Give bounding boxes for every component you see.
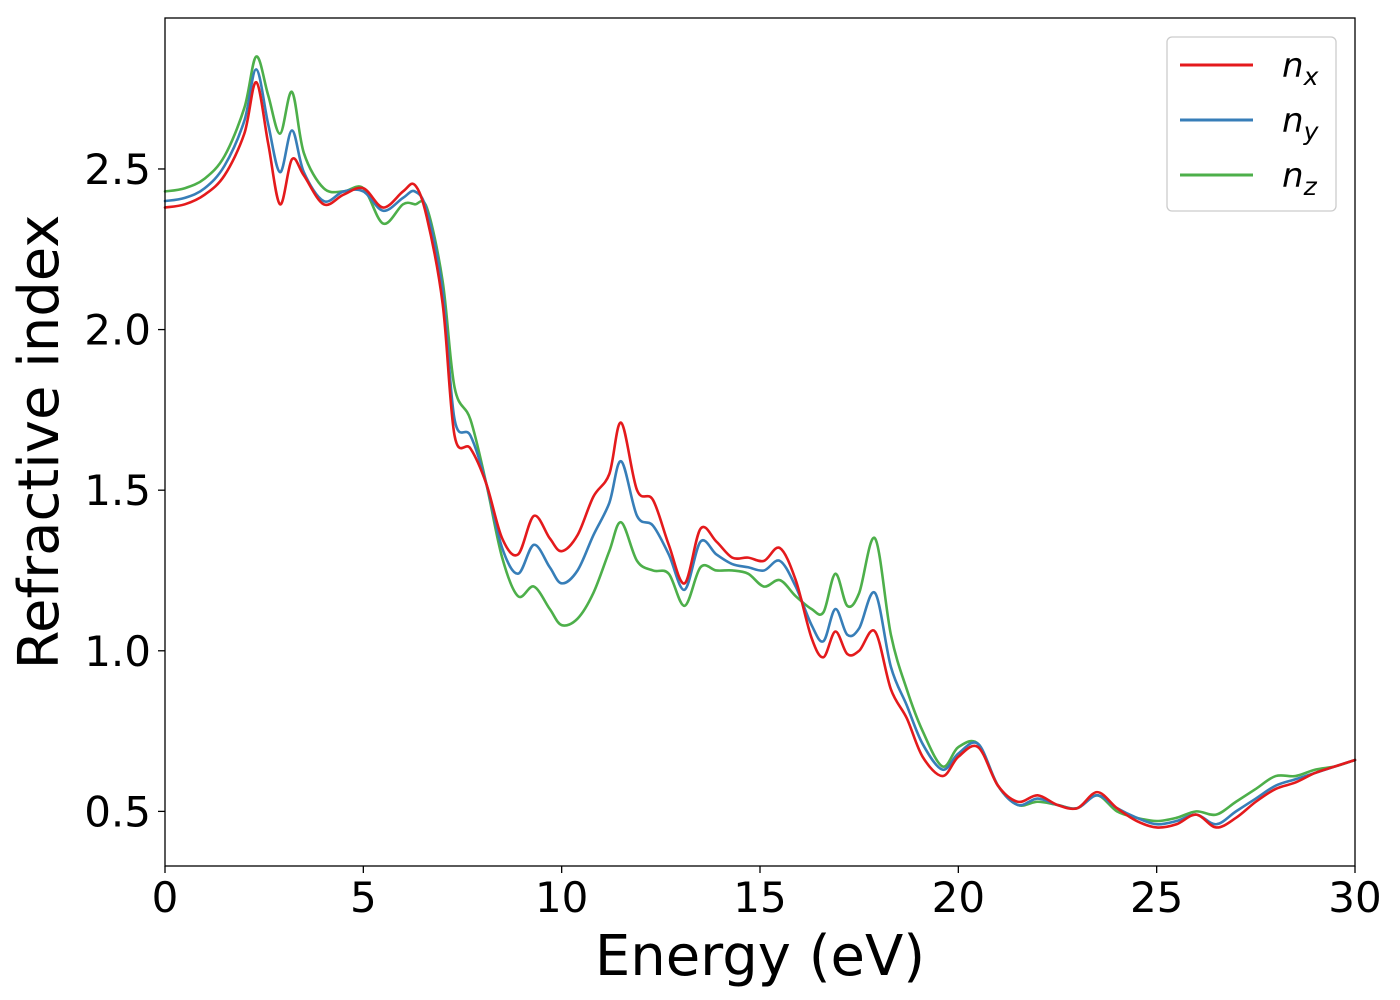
plot-frame xyxy=(164,17,1356,867)
y-tick-label: 0.5 xyxy=(84,787,151,836)
legend-entry: nx xyxy=(1180,46,1319,91)
x-tick-label: 10 xyxy=(535,873,588,922)
y-tick-label: 2.5 xyxy=(84,145,151,194)
y-tick-label: 2.0 xyxy=(84,306,151,355)
x-tick-label: 5 xyxy=(350,873,377,922)
y-tick-label: 1.5 xyxy=(84,466,151,515)
x-tick-label: 30 xyxy=(1328,873,1381,922)
x-tick-label: 20 xyxy=(932,873,985,922)
legend-entry: ny xyxy=(1180,101,1320,146)
legend-label: ny xyxy=(1282,101,1320,146)
x-tick-label: 25 xyxy=(1130,873,1183,922)
legend-box xyxy=(1166,36,1337,212)
x-tick-label: 15 xyxy=(733,873,786,922)
series-layer xyxy=(163,55,1357,829)
legend-entry: nz xyxy=(1180,156,1318,201)
legend-label: nz xyxy=(1282,156,1318,201)
x-axis-label: Energy (eV) xyxy=(595,924,925,989)
legend-label: nx xyxy=(1282,46,1319,91)
x-tick-label: 0 xyxy=(152,873,179,922)
series-line-n-x xyxy=(163,80,1357,829)
ticks-layer: 0 5 10 15 20 25 30 0.5 1.0 1.5 2.0 2.5 xyxy=(84,145,1382,922)
y-tick-label: 1.0 xyxy=(84,627,151,676)
legend: nx ny nz xyxy=(1166,36,1337,212)
y-axis-label: Refractive index xyxy=(7,215,72,670)
